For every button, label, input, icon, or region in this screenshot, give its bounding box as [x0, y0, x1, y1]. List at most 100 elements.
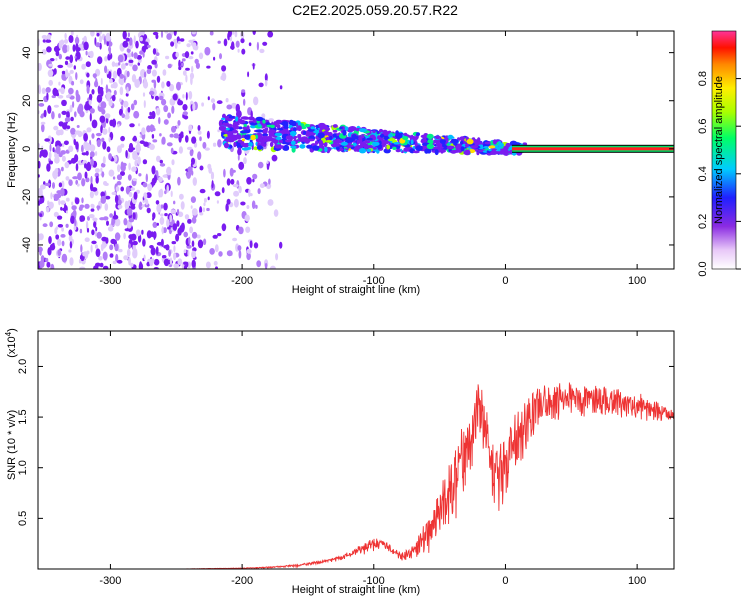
noise-speckle — [122, 31, 127, 40]
noise-speckle — [52, 147, 55, 153]
noise-speckle — [197, 151, 202, 161]
noise-speckle — [163, 245, 169, 249]
noise-speckle — [132, 178, 138, 182]
noise-speckle — [120, 143, 125, 148]
snr-series-line — [38, 382, 674, 569]
noise-speckle — [75, 51, 81, 60]
noise-speckle — [112, 81, 118, 89]
snr-y-label: SNR (10 * v/v) — [6, 410, 18, 480]
noise-speckle — [131, 51, 134, 58]
noise-speckle — [181, 62, 184, 67]
noise-speckle — [101, 171, 105, 178]
noise-speckle — [163, 202, 168, 211]
noise-speckle — [204, 147, 210, 151]
carrier-blob — [415, 145, 423, 152]
snr-y-scale-exponent: 4 — [4, 331, 13, 336]
noise-speckle — [209, 248, 215, 255]
carrier-blob — [242, 143, 250, 148]
snr-background — [38, 331, 674, 569]
carrier-blob — [424, 148, 429, 154]
noise-speckle — [198, 52, 204, 60]
noise-speckle — [84, 171, 88, 179]
noise-speckle — [108, 169, 115, 177]
noise-speckle — [85, 50, 88, 56]
carrier-blob — [329, 135, 333, 140]
noise-speckle — [190, 76, 193, 86]
y-tick-label: 20 — [21, 95, 33, 107]
noise-speckle — [146, 207, 151, 214]
noise-speckle — [102, 128, 108, 135]
noise-speckle — [159, 159, 163, 164]
carrier-blob — [225, 136, 230, 143]
noise-speckle — [81, 144, 84, 153]
carrier-blob — [268, 129, 277, 135]
noise-speckle — [50, 192, 53, 200]
noise-speckle — [172, 223, 178, 231]
noise-speckle — [79, 216, 84, 222]
carrier-blob — [460, 140, 464, 145]
noise-speckle — [57, 249, 61, 256]
noise-speckle — [187, 218, 192, 224]
noise-speckle — [132, 153, 139, 161]
noise-speckle — [155, 33, 159, 40]
noise-speckle — [123, 100, 129, 108]
noise-speckle — [61, 142, 65, 148]
noise-speckle — [217, 40, 221, 44]
noise-speckle — [251, 200, 256, 209]
noise-speckle — [188, 90, 193, 100]
noise-speckle — [132, 64, 138, 72]
figure-title: C2E2.2025.059.20.57.R22 — [292, 2, 458, 18]
noise-speckle — [49, 243, 56, 251]
noise-speckle — [96, 205, 101, 209]
noise-speckle — [199, 165, 204, 171]
noise-speckle — [132, 249, 138, 259]
noise-speckle — [57, 215, 63, 220]
noise-speckle — [252, 62, 255, 70]
noise-speckle — [129, 37, 133, 46]
noise-speckle — [231, 41, 235, 50]
noise-speckle — [145, 173, 148, 183]
noise-speckle — [187, 249, 190, 257]
noise-speckle — [48, 160, 54, 165]
noise-speckle — [113, 90, 117, 96]
noise-speckle — [40, 184, 46, 190]
carrier-blob — [402, 136, 409, 140]
noise-speckle — [192, 247, 197, 252]
noise-speckle — [171, 105, 175, 114]
noise-speckle — [125, 37, 130, 42]
colorbar: 0.0 0.2 0.4 0.6 0.8 Normalized spectral ampl… — [697, 30, 741, 277]
noise-speckle — [100, 101, 107, 109]
noise-speckle — [178, 211, 184, 218]
noise-speckle — [123, 75, 126, 83]
noise-speckle — [186, 261, 189, 268]
colorbar-tick-label: 0.6 — [697, 119, 709, 134]
noise-speckle — [74, 55, 77, 59]
carrier-blob — [218, 125, 227, 131]
carrier-blob — [235, 116, 239, 122]
carrier-blob — [248, 142, 253, 147]
spectrogram-frame — [37, 30, 675, 270]
noise-speckle — [76, 125, 80, 128]
noise-speckle — [156, 155, 161, 162]
noise-speckle — [116, 174, 123, 181]
noise-speckle — [120, 135, 125, 142]
noise-speckle — [126, 86, 129, 94]
noise-speckle — [151, 134, 155, 139]
noise-speckle — [155, 107, 161, 116]
noise-speckle — [107, 53, 111, 61]
noise-speckle — [268, 178, 271, 185]
noise-speckle — [223, 38, 228, 47]
noise-speckle — [147, 44, 151, 48]
noise-speckle — [246, 205, 250, 209]
noise-speckle — [141, 229, 144, 235]
noise-speckle — [199, 212, 204, 216]
noise-speckle — [207, 196, 210, 201]
noise-speckle — [119, 79, 124, 86]
noise-speckle — [119, 86, 124, 96]
carrier-blob — [241, 147, 250, 151]
noise-speckle — [68, 235, 73, 242]
carrier-blob — [237, 147, 242, 151]
noise-speckle — [76, 183, 80, 187]
noise-speckle — [170, 147, 174, 154]
noise-speckle — [267, 31, 274, 38]
